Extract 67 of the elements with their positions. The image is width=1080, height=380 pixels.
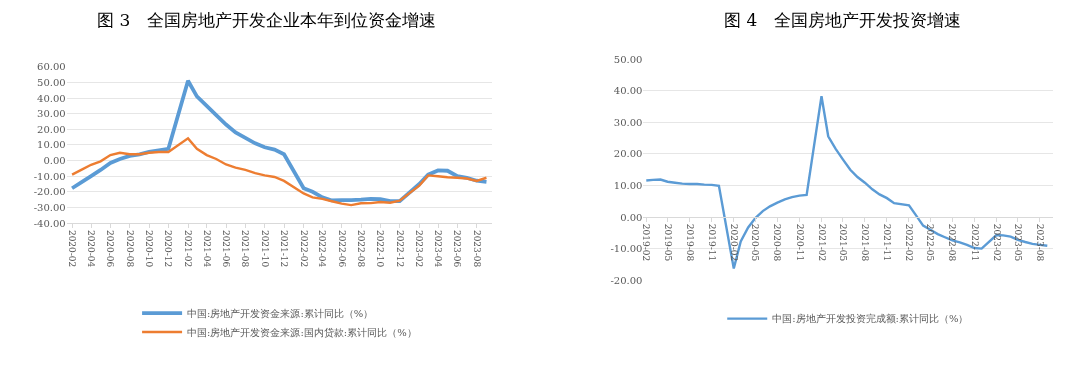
x-tick-label: 2020-02 — [67, 229, 78, 268]
x-tick-label: 2021-05 — [837, 223, 848, 262]
x-tick-label: 2022-02 — [298, 229, 309, 268]
x-tick-label: 2023-08 — [471, 229, 482, 268]
x-tick-label: 2019-08 — [684, 223, 695, 262]
y-tick-label: 50.00 — [613, 53, 643, 65]
x-tick-label: 2022-08 — [356, 229, 367, 268]
x-tick-label: 2021-10 — [259, 229, 270, 268]
y-tick-label: -10.00 — [33, 170, 66, 182]
x-tick-label: 2020-06 — [105, 229, 116, 268]
y-tick-label: -20.00 — [33, 186, 66, 198]
x-tick-label: 2021-12 — [279, 229, 290, 268]
y-tick-label: 0.00 — [43, 155, 66, 167]
x-tick-label: 2020-08 — [124, 229, 135, 268]
y-tick-label: 40.00 — [37, 92, 66, 104]
x-tick-label: 2022-11 — [969, 223, 980, 262]
x-tick-label: 2022-04 — [317, 229, 328, 268]
y-tick-label: 10.00 — [37, 139, 66, 151]
y-tick-label: 20.00 — [37, 123, 66, 135]
x-tick-label: 2021-02 — [816, 223, 827, 262]
x-tick-label: 2021-08 — [859, 223, 870, 262]
y-tick-label: 50.00 — [37, 76, 66, 88]
x-tick-label: 2021-02 — [183, 229, 194, 268]
y-tick-label: 40.00 — [613, 85, 643, 97]
x-tick-label: 2023-02 — [414, 229, 425, 268]
x-tick-label: 2022-06 — [336, 229, 347, 268]
chart-title: 图 3 全国房地产开发企业本年到位资金增速 — [97, 10, 437, 30]
x-tick-label: 2021-06 — [221, 229, 232, 268]
y-tick-label: -10.00 — [610, 243, 643, 255]
y-tick-label: -20.00 — [610, 274, 643, 286]
x-tick-label: 2022-10 — [375, 229, 386, 268]
x-tick-label: 2020-10 — [144, 229, 155, 268]
y-tick-label: 30.00 — [613, 116, 643, 128]
x-tick-label: 2019-05 — [662, 223, 673, 262]
x-tick-label: 2019-11 — [706, 223, 717, 262]
x-tick-label: 2020-11 — [794, 223, 805, 262]
line-series — [70, 137, 488, 207]
legend-label: 中国:房地产开发投资完成额:累计同比（%） — [772, 313, 969, 325]
x-tick-label: 2023-08 — [1034, 223, 1045, 262]
legend-label: 中国:房地产开发资金来源:累计同比（%） — [187, 307, 374, 319]
x-tick-label: 2023-02 — [991, 223, 1002, 262]
legend-label: 中国:房地产开发资金来源:国内贷款:累计同比（%） — [187, 326, 417, 338]
x-tick-label: 2022-08 — [947, 223, 958, 262]
y-tick-label: 10.00 — [613, 180, 643, 192]
y-tick-label: 30.00 — [37, 108, 66, 120]
y-tick-label: 20.00 — [613, 148, 643, 160]
x-tick-label: 2021-08 — [240, 229, 251, 268]
x-tick-label: 2020-08 — [772, 223, 783, 262]
x-tick-label: 2022-12 — [394, 229, 405, 268]
x-tick-label: 2021-11 — [882, 223, 893, 262]
x-tick-label: 2020-02 — [728, 223, 739, 262]
y-tick-label: -30.00 — [33, 201, 66, 213]
x-tick-label: 2023-05 — [1012, 223, 1023, 262]
x-tick-label: 2023-04 — [433, 229, 444, 268]
x-tick-label: 2021-04 — [201, 229, 212, 268]
y-tick-label: 0.00 — [620, 211, 643, 223]
chart-title: 图 4 全国房地产开发投资增速 — [724, 10, 962, 30]
line-series — [645, 95, 1049, 270]
y-tick-label: -40.00 — [33, 217, 66, 229]
x-tick-label: 2019-02 — [641, 223, 652, 262]
x-tick-label: 2020-04 — [86, 229, 97, 268]
x-tick-label: 2022-02 — [904, 223, 915, 262]
y-tick-label: 60.00 — [37, 61, 66, 73]
x-tick-label: 2022-05 — [925, 223, 936, 262]
x-tick-label: 2023-06 — [452, 229, 463, 268]
x-tick-label: 2020-12 — [163, 229, 174, 268]
x-tick-label: 2020-05 — [750, 223, 761, 262]
